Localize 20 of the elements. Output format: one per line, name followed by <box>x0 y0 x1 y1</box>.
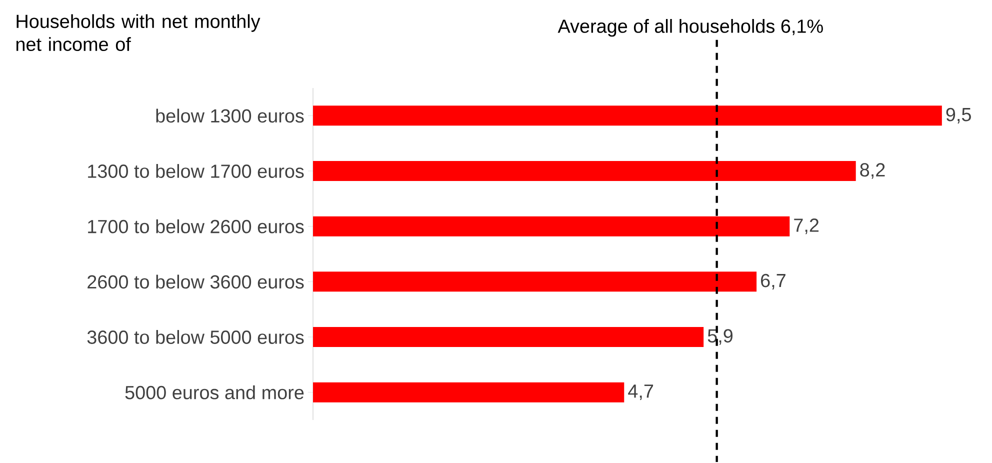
y-tick-label: 3600 to below 5000 euros <box>87 330 304 344</box>
y-tick-label: 2600 to below 3600 euros <box>88 274 304 289</box>
y-tick-label: 1300 to below 1700 euros <box>88 164 304 178</box>
y-tick-label: 1700 to below 2600 euros <box>88 219 304 234</box>
bar <box>313 216 790 236</box>
bar <box>313 160 856 181</box>
bar <box>313 326 704 347</box>
data-label: 6,7 <box>761 274 786 290</box>
y-tick-label: 5000 euros and more <box>125 385 304 400</box>
data-label: 7,2 <box>794 218 819 234</box>
bar <box>313 272 757 292</box>
data-label: 8,2 <box>860 163 885 179</box>
ref-line-label: Average of all households 6,1% <box>558 18 823 37</box>
bar <box>313 106 942 126</box>
data-label: 5,9 <box>708 329 733 345</box>
data-label: 9,5 <box>946 108 971 124</box>
bar <box>313 382 624 402</box>
data-label: 4,7 <box>628 384 654 400</box>
y-tick-label: below 1300 euros <box>156 108 304 123</box>
text: Households with net monthly net income of <box>16 14 260 51</box>
